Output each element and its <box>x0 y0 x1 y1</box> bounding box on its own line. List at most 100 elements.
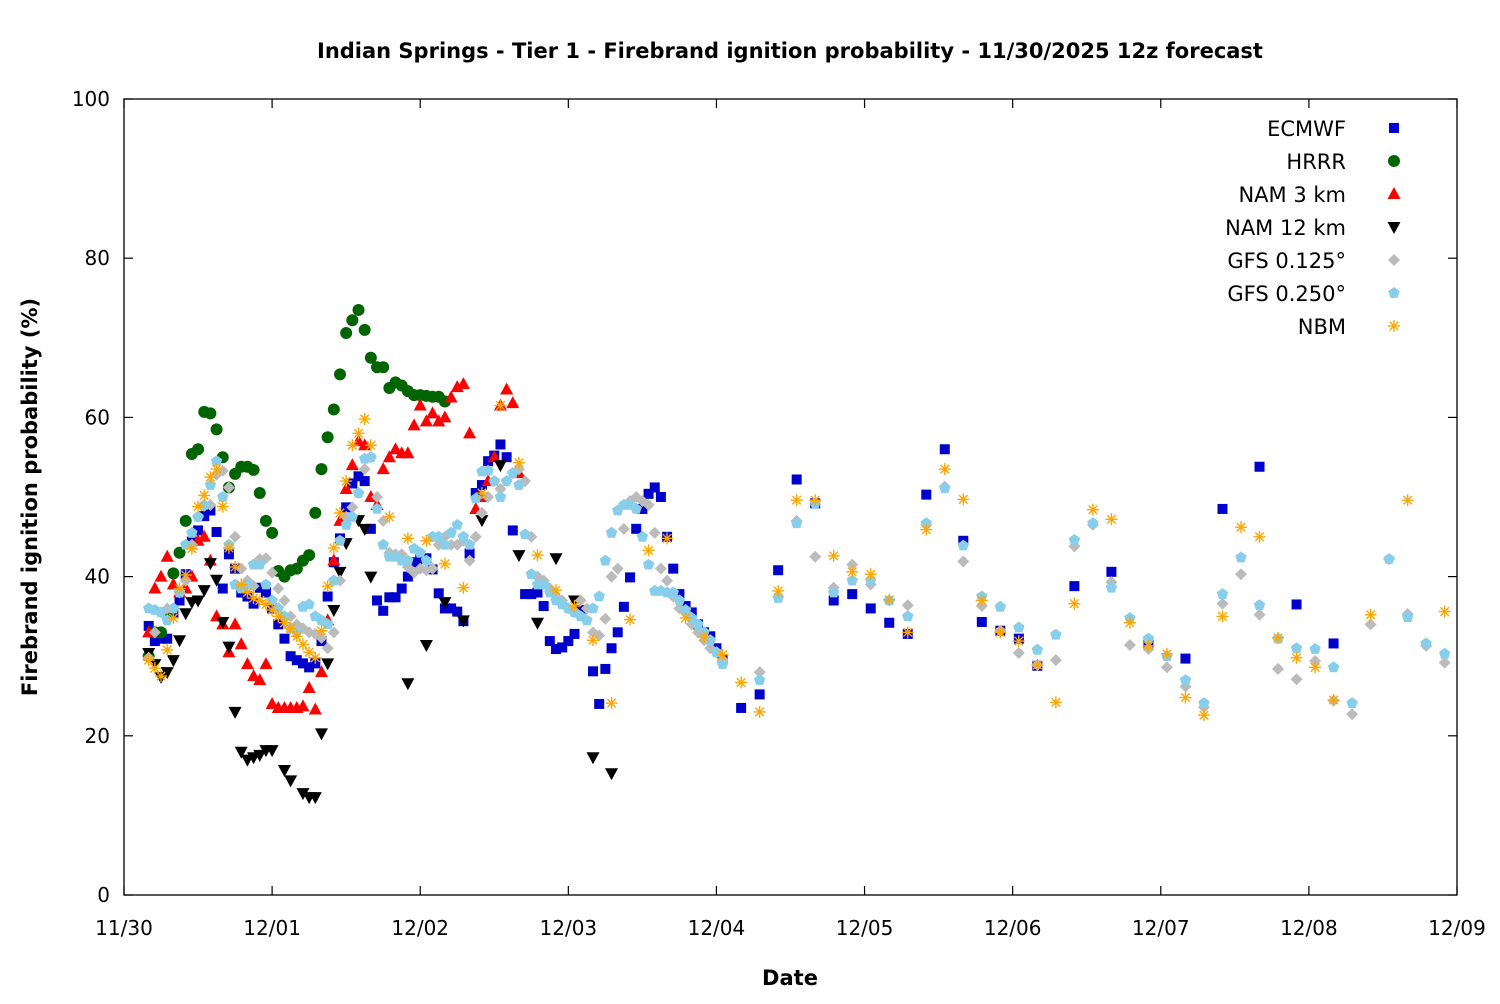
data-point <box>494 491 507 502</box>
data-point <box>259 514 272 527</box>
data-point <box>345 458 359 471</box>
data-point <box>210 423 223 436</box>
data-point <box>420 534 433 547</box>
data-point <box>456 376 470 389</box>
data-point <box>1438 656 1451 669</box>
data-point <box>1142 632 1155 644</box>
data-point <box>265 745 279 758</box>
data-point <box>414 546 426 558</box>
data-point <box>296 699 310 712</box>
data-point <box>364 571 378 584</box>
data-point <box>419 414 433 427</box>
data-point <box>526 589 537 600</box>
data-point <box>296 638 309 651</box>
data-point <box>698 631 711 644</box>
data-point <box>500 382 514 395</box>
data-point <box>197 529 211 542</box>
data-point <box>828 586 840 598</box>
data-point <box>265 696 279 709</box>
data-point <box>260 578 272 590</box>
data-point <box>148 662 161 675</box>
data-point <box>494 483 507 496</box>
x-tick-label: 12/05 <box>836 916 894 940</box>
data-point <box>192 443 205 456</box>
y-axis-label: Firebrand ignition probability (%) <box>18 298 42 696</box>
data-point <box>643 488 654 499</box>
data-point <box>1254 461 1265 472</box>
data-point <box>277 765 291 778</box>
data-point <box>531 549 544 562</box>
data-point <box>346 501 359 514</box>
data-point <box>1309 643 1321 654</box>
data-point <box>192 510 204 522</box>
data-point <box>161 643 174 656</box>
plot-frame <box>123 98 1458 896</box>
legend-label: GFS 0.125° <box>1227 249 1346 273</box>
data-point <box>557 642 568 653</box>
data-point <box>605 526 618 538</box>
data-point <box>1179 691 1192 704</box>
data-point <box>216 616 230 629</box>
data-point <box>1272 662 1285 675</box>
data-point <box>1253 530 1266 543</box>
data-point <box>519 528 531 540</box>
data-point <box>266 566 279 579</box>
data-point <box>396 583 407 594</box>
data-point <box>439 538 451 550</box>
data-point <box>222 481 235 494</box>
data-point <box>222 541 235 554</box>
data-point <box>975 594 988 607</box>
data-point <box>333 566 347 579</box>
data-point <box>228 617 242 630</box>
data-point <box>469 530 482 543</box>
data-point <box>1068 597 1081 610</box>
data-point <box>1087 517 1099 529</box>
data-point <box>1438 605 1451 618</box>
data-point <box>575 605 586 616</box>
data-point <box>1235 568 1248 581</box>
data-point <box>475 506 488 519</box>
data-point <box>376 462 390 475</box>
data-point <box>994 600 1006 612</box>
data-point <box>192 500 205 513</box>
data-point <box>525 568 537 580</box>
data-point <box>409 557 420 568</box>
data-point <box>605 768 619 781</box>
data-point <box>544 636 555 647</box>
data-point <box>661 532 674 545</box>
data-point <box>154 569 168 582</box>
data-point <box>321 431 334 444</box>
data-point <box>501 452 512 463</box>
data-point <box>588 666 599 677</box>
data-point <box>864 568 877 581</box>
data-point <box>520 589 531 600</box>
data-point <box>1050 628 1062 640</box>
data-point <box>957 539 969 551</box>
data-point <box>304 662 315 673</box>
data-point <box>407 418 421 431</box>
data-point <box>464 548 475 559</box>
data-point <box>563 636 574 647</box>
legend-label: HRRR <box>1286 150 1346 174</box>
data-point <box>537 578 550 590</box>
data-point <box>204 407 217 420</box>
data-point <box>1290 673 1303 686</box>
data-point <box>753 674 766 685</box>
data-point <box>203 558 217 571</box>
data-point <box>642 498 655 511</box>
data-point <box>692 618 704 630</box>
data-point <box>507 525 518 536</box>
data-point <box>217 491 229 502</box>
data-point <box>450 380 464 393</box>
data-point <box>389 442 403 455</box>
data-point <box>327 626 340 639</box>
data-point <box>452 606 463 617</box>
data-point <box>938 463 951 476</box>
data-point <box>321 580 334 593</box>
data-point <box>1216 610 1229 623</box>
data-point <box>625 572 636 583</box>
data-point <box>1105 581 1118 593</box>
data-point <box>611 562 624 575</box>
data-point <box>426 406 440 419</box>
data-point <box>791 474 802 485</box>
